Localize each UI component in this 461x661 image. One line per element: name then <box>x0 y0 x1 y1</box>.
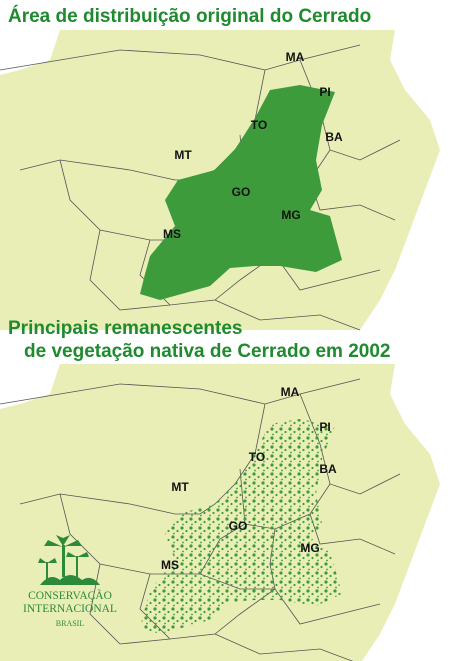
logo: CONSERVAÇÃO INTERNACIONAL BRASIL <box>23 535 117 628</box>
state-label: BA <box>319 462 337 476</box>
logo-text: CONSERVAÇÃO <box>28 588 112 602</box>
state-label: GO <box>229 519 248 533</box>
state-label: GO <box>232 185 251 199</box>
state-label: TO <box>251 118 267 132</box>
map-shape <box>0 29 461 331</box>
state-label: TO <box>249 450 265 464</box>
map-original: Área de distribuição original do Cerrado <box>0 5 461 331</box>
state-label: PI <box>319 85 330 99</box>
state-label: BA <box>325 130 343 144</box>
logo-text: BRASIL <box>56 619 85 628</box>
state-label: MS <box>161 558 179 572</box>
map-shape <box>0 363 461 661</box>
state-label: MA <box>281 385 300 399</box>
state-label: PI <box>319 420 330 434</box>
state-label: MT <box>171 480 189 494</box>
map-title: Principais remanescentes <box>8 318 242 339</box>
state-labels: MA PI TO BA MT GO MG MS MA PI TO BA MT GO MG MS <box>161 50 343 572</box>
state-label: MG <box>281 208 300 222</box>
state-label: MS <box>163 227 181 241</box>
state-label: MG <box>300 541 319 555</box>
logo-text: INTERNACIONAL <box>23 603 117 615</box>
map-remnants: Principais remanescentes de vegetação na… <box>0 318 461 661</box>
state-label: MT <box>174 148 192 162</box>
map-title: de vegetação nativa de Cerrado em 2002 <box>24 341 390 362</box>
map-title: Área de distribuição original do Cerrado <box>8 5 371 27</box>
state-label: MA <box>286 50 305 64</box>
